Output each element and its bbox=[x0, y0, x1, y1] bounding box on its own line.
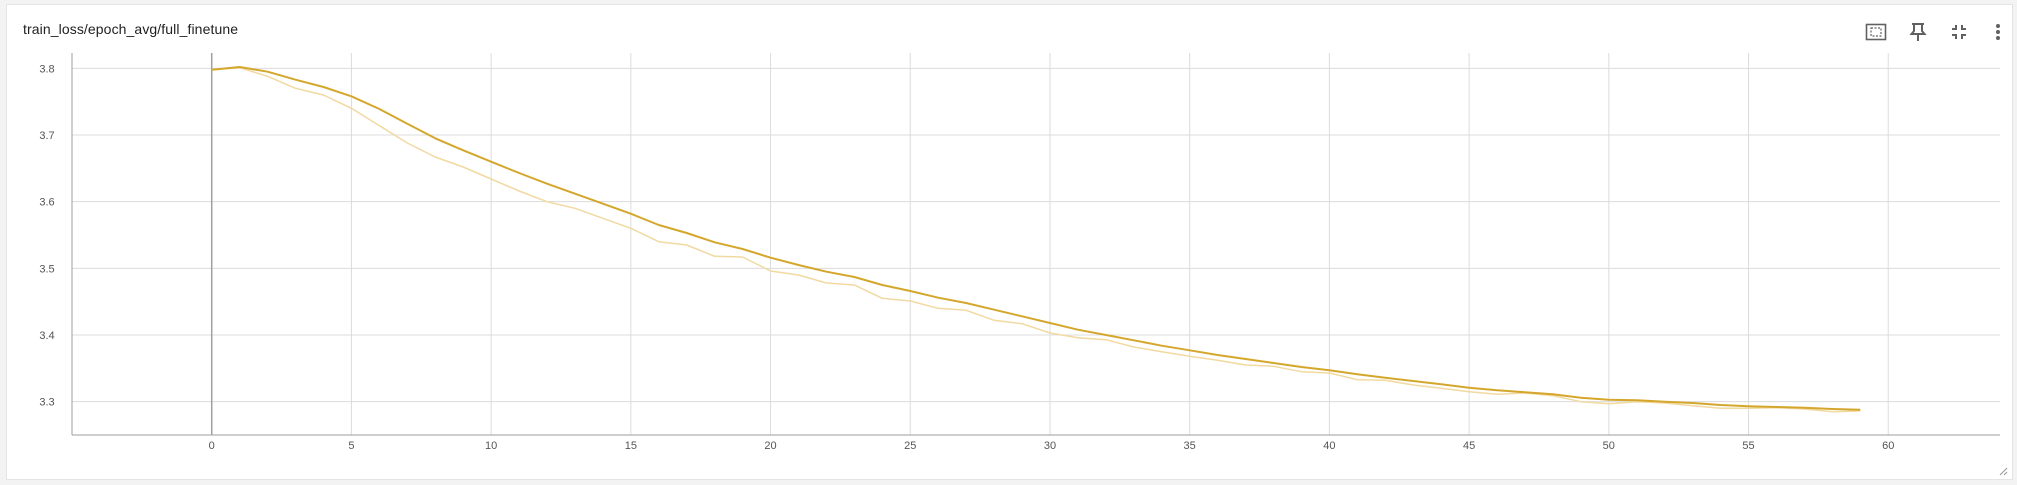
x-tick-label: 5 bbox=[348, 440, 354, 452]
x-tick-label: 50 bbox=[1603, 440, 1615, 452]
x-tick-label: 25 bbox=[904, 440, 916, 452]
x-tick-label: 30 bbox=[1044, 440, 1056, 452]
x-tick-label: 0 bbox=[209, 440, 215, 452]
x-tick-label: 10 bbox=[485, 440, 497, 452]
x-tick-label: 40 bbox=[1323, 440, 1335, 452]
x-tick-label: 55 bbox=[1742, 440, 1754, 452]
x-tick-label: 45 bbox=[1463, 440, 1475, 452]
y-tick-label: 3.6 bbox=[39, 197, 54, 209]
x-tick-label: 60 bbox=[1882, 440, 1894, 452]
fullscreen-exit-icon bbox=[1950, 23, 1968, 41]
resize-handle-icon[interactable] bbox=[1996, 463, 2008, 476]
pin-button[interactable] bbox=[1903, 17, 1933, 47]
y-tick-label: 3.8 bbox=[39, 63, 54, 75]
fit-domain-button[interactable] bbox=[1861, 17, 1891, 47]
x-tick-label: 35 bbox=[1184, 440, 1196, 452]
y-tick-label: 3.5 bbox=[39, 263, 54, 275]
line-chart[interactable]: 0 5 10 15 20 25 30 35 40 45 50 55 60 3.3 3.4 3.5 3.6 3.7 3… bbox=[7, 5, 2012, 479]
more-vert-icon bbox=[1995, 23, 2001, 41]
y-tick-label: 3.4 bbox=[39, 330, 54, 342]
x-tick-label: 20 bbox=[764, 440, 776, 452]
more-menu-button[interactable] bbox=[1983, 17, 2013, 47]
fit-to-data-icon bbox=[1865, 23, 1887, 41]
y-tick-label: 3.3 bbox=[39, 397, 54, 409]
series-line-raw bbox=[211, 66, 1861, 413]
pin-icon bbox=[1909, 22, 1927, 42]
series-line-smoothed bbox=[211, 66, 1861, 411]
card-title: train_loss/epoch_avg/full_finetune bbox=[23, 21, 239, 37]
collapse-button[interactable] bbox=[1944, 17, 1974, 47]
chart-card: train_loss/epoch_avg/full_finetune bbox=[6, 4, 2013, 480]
x-tick-label: 15 bbox=[625, 440, 637, 452]
y-tick-label: 3.7 bbox=[39, 130, 54, 142]
